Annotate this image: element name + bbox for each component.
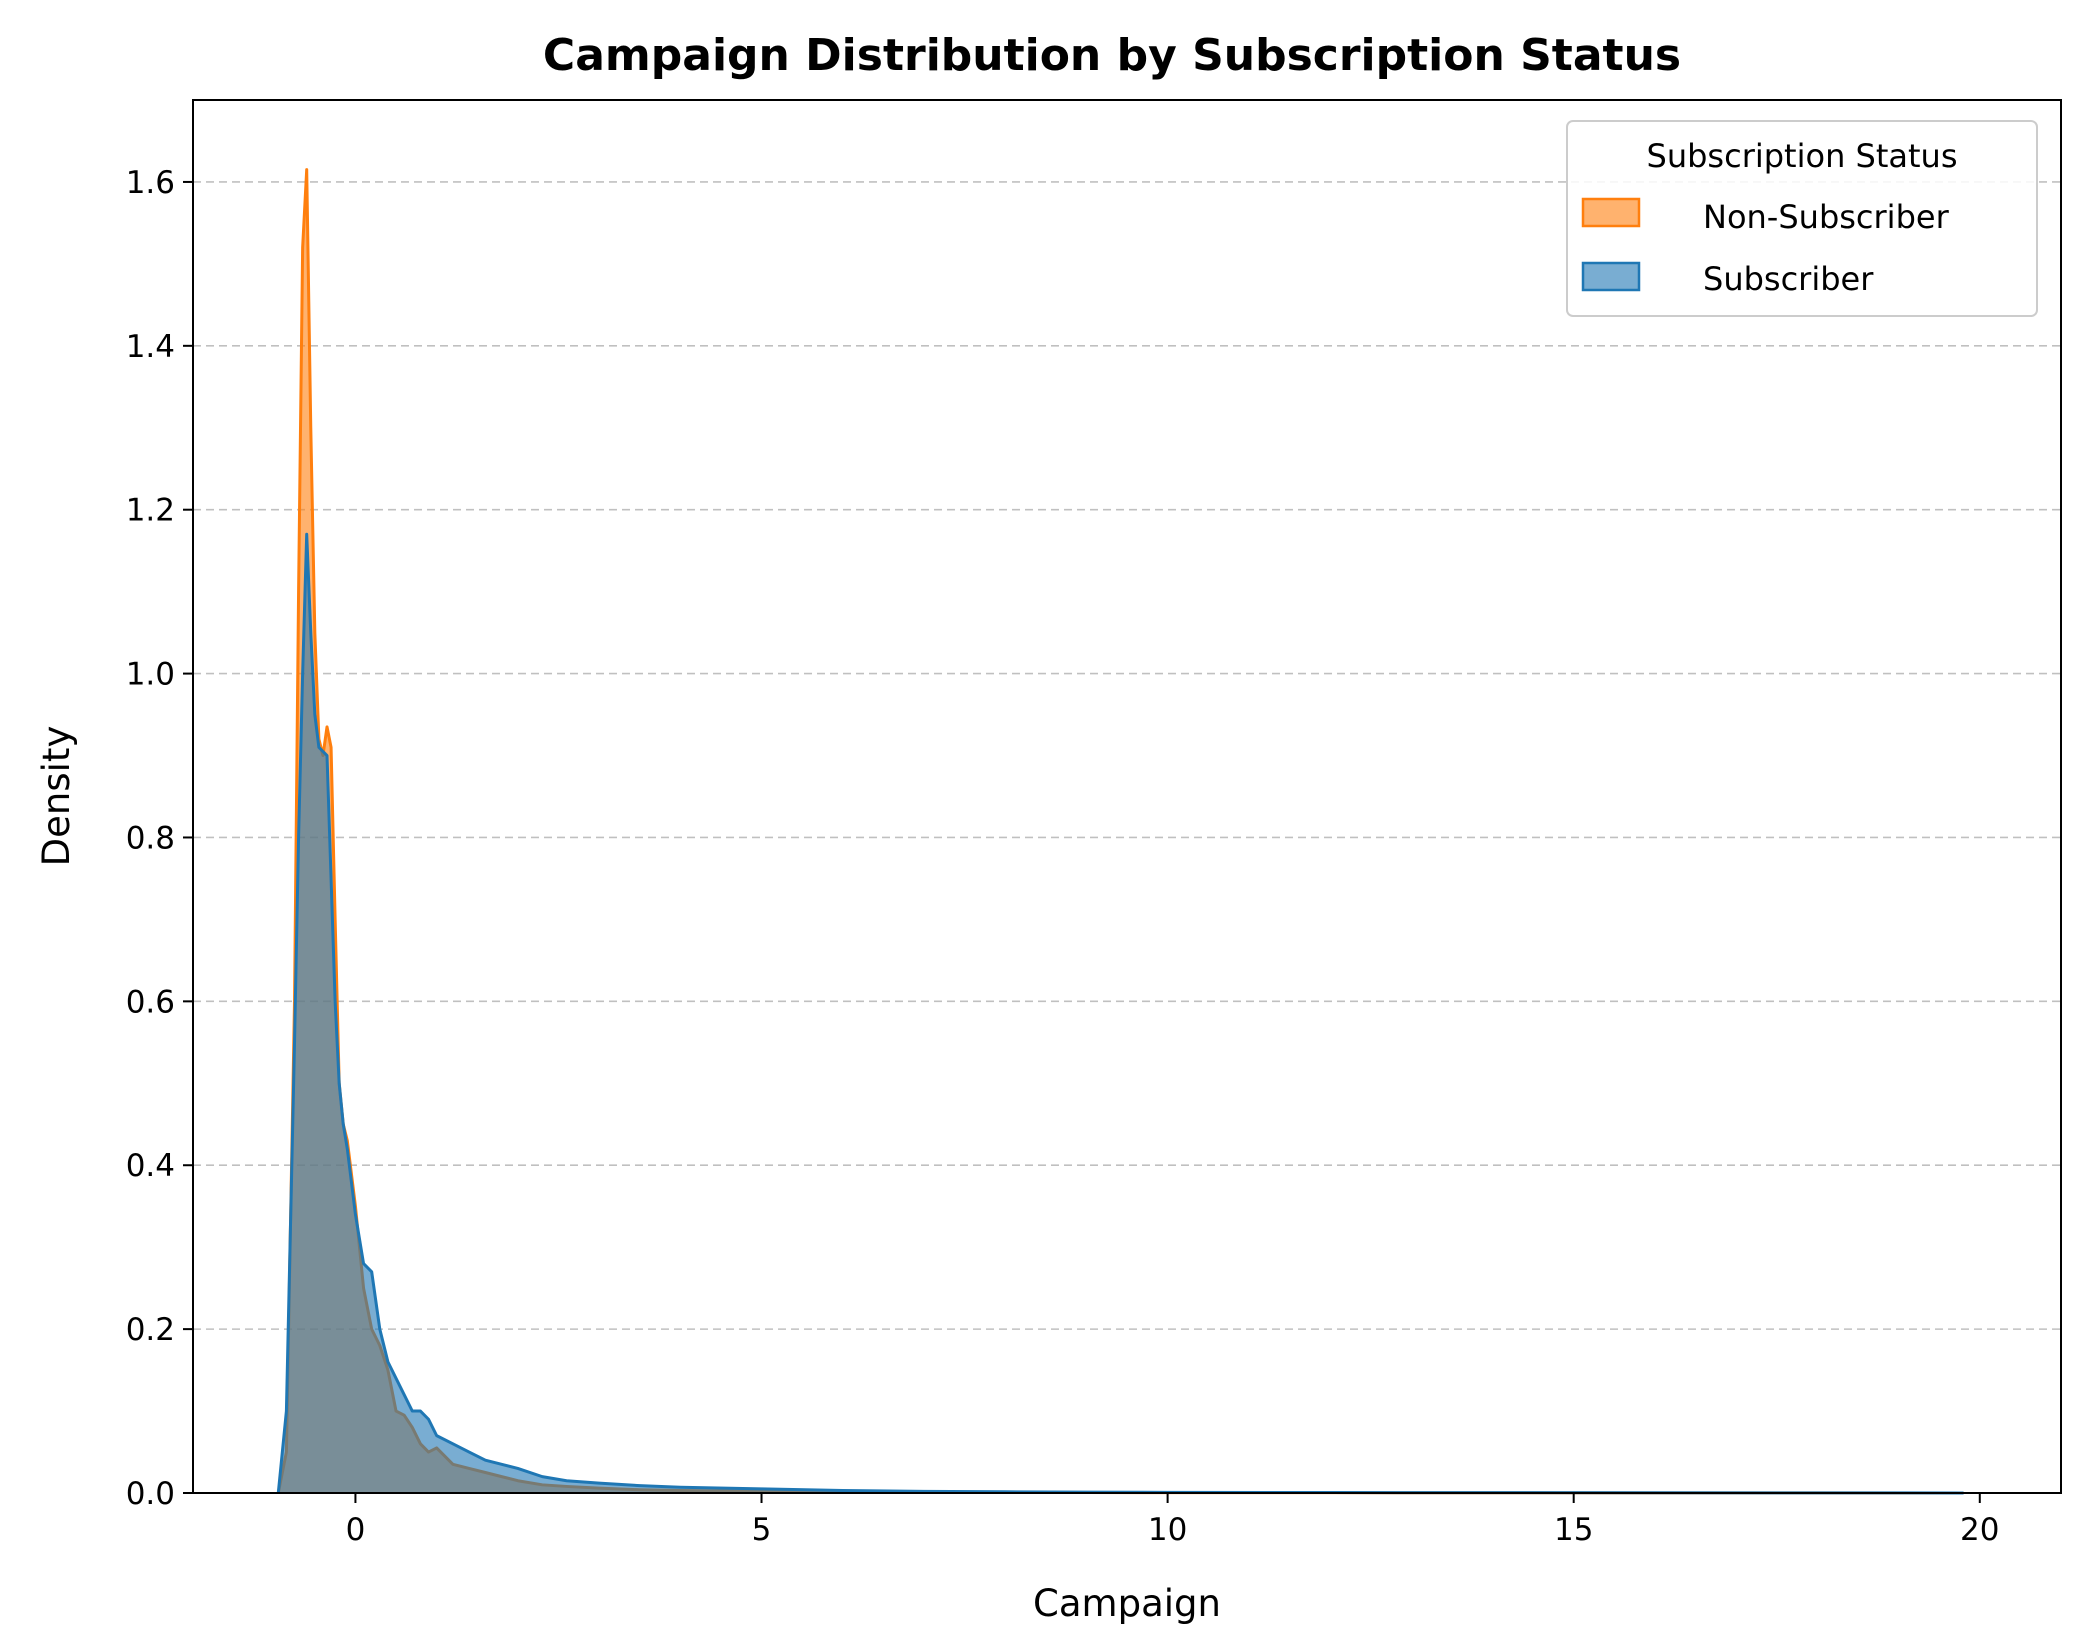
legend-label-subscriber: Subscriber xyxy=(1703,260,1874,298)
y-tick-label: 1.6 xyxy=(126,165,175,201)
y-tick-label: 1.4 xyxy=(126,329,175,365)
y-tick-label: 0.2 xyxy=(126,1312,175,1348)
y-tick-label: 0.6 xyxy=(126,984,175,1020)
density-line-subscriber xyxy=(276,532,1964,1495)
plot-area-frame xyxy=(192,99,2062,1494)
x-tick-label: 20 xyxy=(1960,1512,1999,1548)
y-tick-label: 0.4 xyxy=(126,1148,175,1184)
y-axis-ticks: 0.0 0.2 0.4 0.6 0.8 1.0 1.2 1.4 1.6 xyxy=(126,165,193,1512)
x-tick-label: 0 xyxy=(346,1512,366,1548)
x-axis-ticks: 0 5 10 15 20 xyxy=(346,1493,2000,1548)
chart-title: Campaign Distribution by Subscription St… xyxy=(543,30,1681,81)
y-tick-label: 0.8 xyxy=(126,820,175,856)
y-tick-label: 1.0 xyxy=(126,657,175,693)
y-tick-label: 1.2 xyxy=(126,493,175,529)
x-tick-label: 10 xyxy=(1148,1512,1187,1548)
legend-box xyxy=(1566,120,2038,317)
legend-swatch-subscriber xyxy=(1581,261,1641,292)
legend-swatch-non-subscriber xyxy=(1581,197,1641,228)
x-axis-label: Campaign xyxy=(1033,1582,1221,1625)
legend: Subscription Status Non-Subscriber Subsc… xyxy=(1566,120,2038,317)
x-tick-label: 5 xyxy=(752,1512,772,1548)
legend-label-non-subscriber: Non-Subscriber xyxy=(1703,198,1950,236)
y-axis-label: Density xyxy=(35,726,78,867)
legend-title: Subscription Status xyxy=(1647,137,1958,175)
y-tick-label: 0.0 xyxy=(126,1476,175,1512)
x-tick-label: 15 xyxy=(1554,1512,1593,1548)
